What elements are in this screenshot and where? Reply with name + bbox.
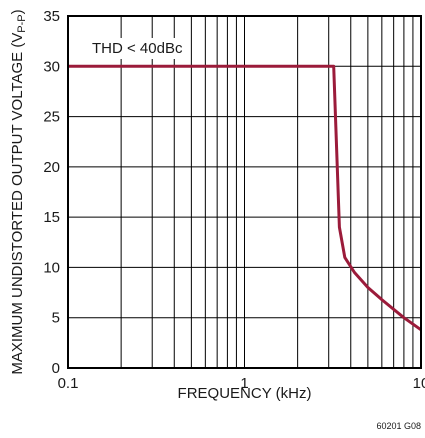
x-axis-label: FREQUENCY (kHz) bbox=[178, 385, 312, 402]
y-tick-label: 20 bbox=[43, 159, 60, 176]
x-tick-label: 10 bbox=[413, 375, 425, 392]
y-tick-label: 0 bbox=[52, 360, 60, 377]
y-tick-label: 30 bbox=[43, 58, 60, 75]
y-tick-label: 15 bbox=[43, 209, 60, 226]
x-tick-label: 1 bbox=[240, 375, 248, 392]
figure-id: 60201 G08 bbox=[376, 421, 421, 431]
y-tick-label: 25 bbox=[43, 109, 60, 126]
y-axis-label-main: MAXIMUM UNDISTORTED OUTPUT VOLTAGE (V bbox=[9, 33, 26, 375]
tick-labels: 0 5 10 15 20 25 30 35 0.1 1 10 bbox=[43, 8, 425, 392]
series-line bbox=[68, 64, 422, 332]
y-tick-label: 5 bbox=[52, 310, 60, 327]
y-axis-label-close: ) bbox=[9, 9, 26, 14]
y-tick-label: 10 bbox=[43, 259, 60, 276]
thd-annotation: THD < 40dBc bbox=[92, 40, 183, 57]
series-group bbox=[68, 64, 422, 332]
y-axis-label-subscript: P-P bbox=[16, 14, 28, 32]
y-tick-label: 35 bbox=[43, 8, 60, 25]
x-tick-label: 0.1 bbox=[58, 375, 79, 392]
plot-frame bbox=[67, 15, 422, 369]
grid bbox=[68, 16, 421, 368]
y-axis-label: MAXIMUM UNDISTORTED OUTPUT VOLTAGE (VP-P… bbox=[9, 9, 28, 374]
annotation-background bbox=[88, 38, 187, 59]
